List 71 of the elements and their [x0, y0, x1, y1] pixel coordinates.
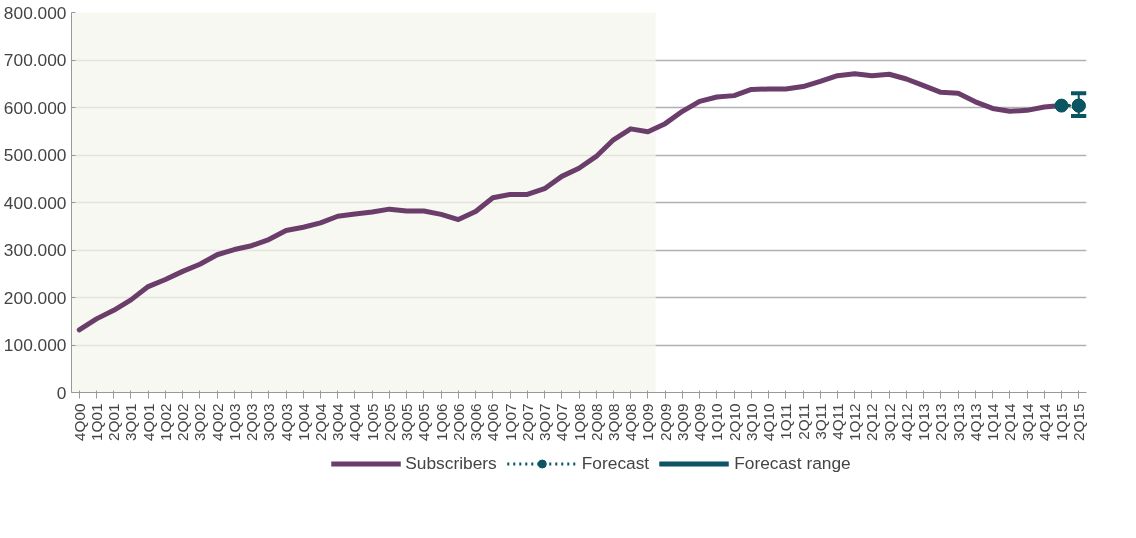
x-tick-label: 1Q11: [777, 403, 795, 440]
x-tick-label: 1Q13: [915, 403, 933, 441]
x-tick-label: 2Q10: [725, 403, 743, 441]
y-tick-label: 700.000: [3, 50, 67, 70]
x-tick-label: 4Q04: [346, 403, 364, 441]
x-tick-label: 3Q05: [398, 403, 416, 441]
x-tick-label: 4Q06: [484, 403, 502, 441]
x-tick-label: 4Q09: [691, 403, 709, 441]
x-tick-label: 1Q09: [639, 403, 657, 441]
x-tick-label: 2Q15: [1070, 403, 1088, 441]
x-tick-label: 1Q01: [87, 403, 105, 441]
x-tick-label: 2Q09: [656, 403, 674, 441]
x-tick-label: 1Q14: [984, 403, 1002, 441]
x-tick-label: 3Q09: [673, 403, 691, 441]
x-tick-label: 2Q13: [932, 403, 950, 441]
x-tick-label: 2Q06: [449, 403, 467, 441]
x-tick-label: 3Q12: [880, 403, 898, 441]
x-tick-label: 3Q03: [260, 403, 278, 441]
x-tick-label: 2Q04: [312, 403, 330, 441]
x-tick-label: 3Q06: [467, 403, 485, 441]
x-tick-label: 3Q14: [1018, 403, 1036, 441]
x-tick-label: 2Q08: [587, 403, 605, 441]
y-tick-label: 400.000: [3, 192, 67, 213]
x-tick-label: 3Q13: [949, 403, 967, 441]
x-tick-label: 1Q03: [225, 403, 243, 441]
x-tick-label: 3Q01: [122, 403, 140, 441]
x-tick-label: 2Q07: [518, 403, 536, 441]
x-tick-label: 4Q00: [70, 403, 88, 441]
y-tick-label: 800.000: [3, 2, 67, 23]
x-tick-label: 4Q08: [622, 403, 640, 441]
x-tick-label: 2Q11: [794, 403, 812, 440]
y-tick-label: 200.000: [3, 287, 67, 308]
x-tick-label: 3Q07: [536, 403, 554, 441]
x-tick-label: 4Q14: [1035, 403, 1053, 441]
x-tick-label: 1Q06: [432, 403, 450, 441]
legend-label: Forecast: [581, 452, 650, 474]
x-tick-label: 1Q02: [156, 403, 174, 441]
x-tick-label: 2Q12: [863, 403, 881, 441]
x-tick-label: 4Q05: [415, 403, 433, 441]
x-tick-label: 1Q07: [501, 403, 519, 441]
x-tick-label: 3Q10: [742, 403, 760, 441]
x-tick-label: 4Q10: [760, 403, 778, 441]
x-tick-label: 4Q03: [277, 403, 295, 441]
x-tick-label: 2Q05: [380, 403, 398, 441]
x-tick-label: 1Q08: [570, 403, 588, 441]
x-tick-label: 1Q05: [363, 403, 381, 441]
y-tick-label: 600.000: [3, 97, 67, 118]
x-tick-label: 1Q15: [1053, 403, 1071, 441]
x-tick-label: 1Q04: [294, 403, 312, 441]
x-tick-label: 2Q14: [1001, 403, 1019, 441]
x-tick-label: 3Q11: [811, 403, 829, 440]
x-tick-label: 3Q02: [191, 403, 209, 441]
y-tick-label: 300.000: [3, 240, 67, 260]
x-tick-label: 1Q10: [708, 403, 726, 441]
x-tick-label: 4Q13: [966, 403, 984, 441]
x-tick-label: 3Q08: [604, 403, 622, 441]
x-tick-label: 4Q01: [139, 403, 157, 441]
y-tick-label: 0: [56, 382, 67, 403]
x-tick-label: 4Q07: [553, 403, 571, 441]
legend-label: Forecast range: [734, 452, 851, 474]
x-tick-label: 2Q02: [174, 403, 192, 441]
x-tick-label: 2Q01: [105, 403, 123, 441]
x-tick-label: 2Q03: [243, 403, 261, 441]
y-tick-label: 500.000: [3, 145, 67, 165]
x-tick-label: 4Q12: [897, 403, 915, 441]
x-tick-label: 3Q04: [329, 403, 347, 441]
x-tick-label: 1Q12: [846, 403, 864, 441]
x-tick-label: 4Q02: [208, 403, 226, 441]
legend-label: Subscribers: [405, 452, 497, 474]
y-tick-label: 100.000: [3, 335, 67, 355]
x-tick-label: 4Q11: [828, 403, 846, 440]
